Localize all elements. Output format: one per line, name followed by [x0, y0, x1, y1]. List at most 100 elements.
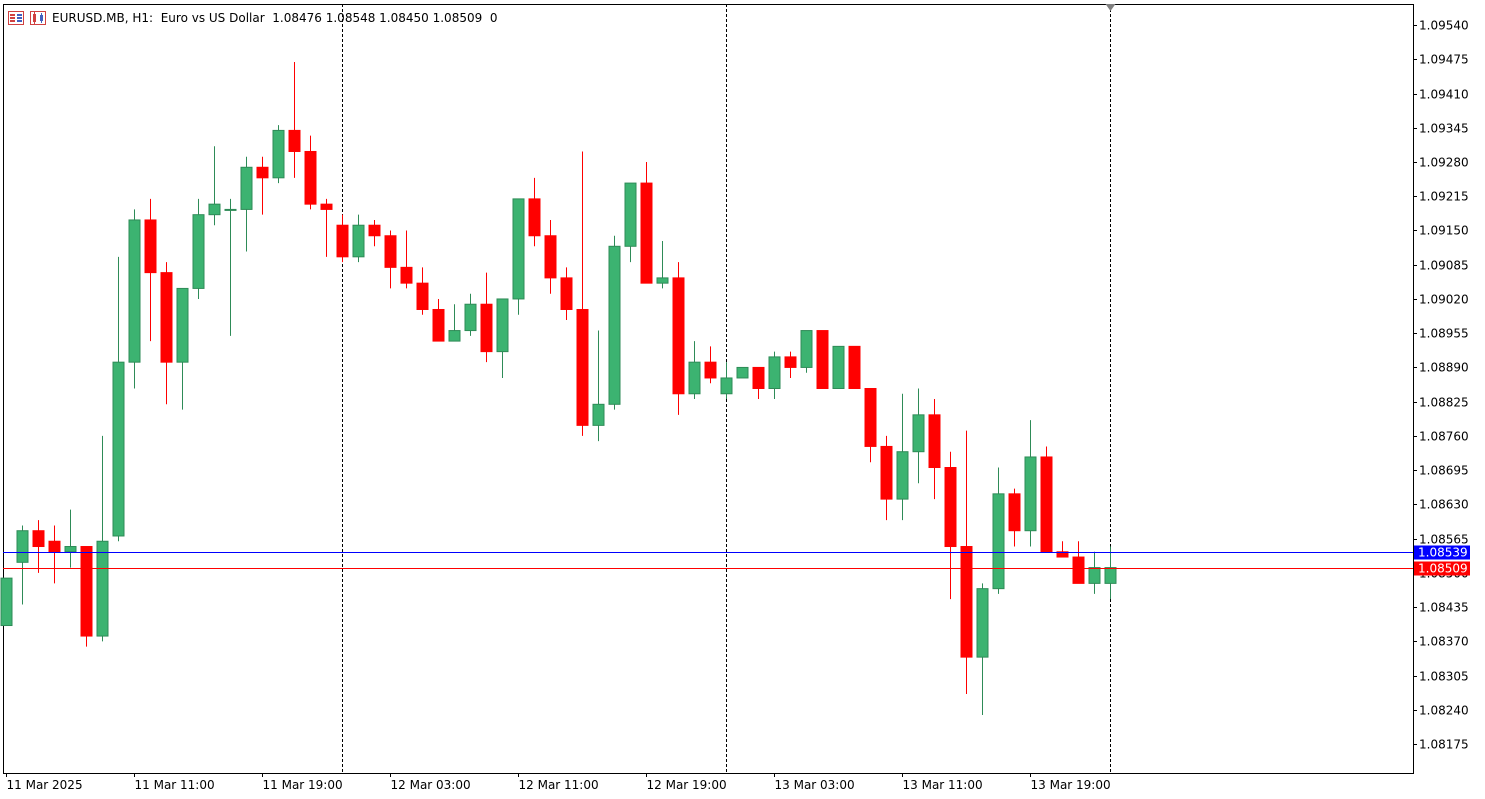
candle-body [1088, 567, 1101, 584]
price-tick-label: 1.09020 [1419, 293, 1469, 307]
candle-body [816, 330, 829, 389]
symbol-label: EURUSD.MB, H1: [52, 11, 154, 25]
candle-body [288, 129, 301, 152]
candle-body [384, 235, 397, 268]
price-tick-label: 1.08435 [1419, 601, 1469, 615]
price-tick-label: 1.09150 [1419, 224, 1469, 238]
price-tick-label: 1.09280 [1419, 156, 1469, 170]
candle-body [592, 403, 605, 426]
price-tick-label: 1.08825 [1419, 396, 1469, 410]
chart-type-icon[interactable] [30, 11, 46, 25]
candle-body [32, 530, 45, 548]
time-tick-label: 13 Mar 19:00 [1031, 778, 1111, 792]
price-tick-label: 1.09215 [1419, 190, 1469, 204]
time-tick-label: 12 Mar 11:00 [519, 778, 599, 792]
candle-body [144, 219, 157, 274]
price-tick-label: 1.08175 [1419, 738, 1469, 752]
candle-body [976, 588, 989, 658]
ohlc-values: 1.08476 1.08548 1.08450 1.08509 [272, 11, 483, 25]
candle-body [960, 546, 973, 658]
candle-body [400, 266, 413, 284]
price-tick-label: 1.08955 [1419, 327, 1469, 341]
plot-frame [3, 4, 1414, 774]
candle-body [16, 530, 29, 563]
candle-body [880, 445, 893, 500]
candle-body [96, 540, 109, 637]
candle-body [80, 546, 93, 637]
candle-body [352, 224, 365, 258]
candle-body [640, 182, 653, 284]
time-tick-label: 11 Mar 2025 [7, 778, 83, 792]
time-tick-label: 13 Mar 11:00 [903, 778, 983, 792]
candle-body [272, 129, 285, 179]
symbol-description: Euro vs US Dollar [160, 11, 265, 25]
candle-body [784, 356, 797, 368]
ask-price-label: 1.08539 [1418, 546, 1468, 560]
time-tick-label: 11 Mar 19:00 [263, 778, 343, 792]
price-tick-label: 1.08565 [1419, 533, 1469, 547]
candle-body [944, 467, 957, 548]
candle-body [672, 277, 685, 395]
volume-value: 0 [489, 11, 498, 25]
candle-body [64, 546, 77, 553]
ask-price-label-bg [1414, 545, 1470, 560]
candle-body [768, 356, 781, 389]
price-tick-label: 1.08630 [1419, 498, 1469, 512]
candle-body [464, 303, 477, 332]
candle-body [496, 298, 509, 353]
candle-body [48, 540, 61, 553]
candle-body [752, 366, 765, 390]
candle-body [208, 203, 221, 216]
candle-body [736, 366, 749, 379]
time-tick-label: 13 Mar 03:00 [775, 778, 855, 792]
candle-body [832, 345, 845, 389]
price-tick-label: 1.08695 [1419, 464, 1469, 478]
candle-body [240, 166, 253, 210]
candle-body [336, 224, 349, 258]
candle-body [224, 208, 237, 211]
chart-window-icon[interactable] [8, 11, 24, 25]
candle-body [320, 203, 333, 210]
time-tick-label: 11 Mar 11:00 [135, 778, 215, 792]
candle-body [160, 272, 173, 363]
candle-body [112, 361, 125, 537]
candle-body [800, 330, 813, 368]
price-tick-label: 1.08370 [1419, 635, 1469, 649]
candle-body [176, 287, 189, 363]
candle-body [928, 414, 941, 469]
candle-body [992, 493, 1005, 590]
candle-body [608, 245, 621, 405]
bid-price-label: 1.08509 [1418, 562, 1468, 576]
candle-body [896, 451, 909, 500]
price-tick-label: 1.09410 [1419, 88, 1469, 102]
candle-body [192, 214, 205, 289]
chart-header: EURUSD.MB, H1: Euro vs US Dollar 1.08476… [8, 9, 498, 27]
candle-body [864, 388, 877, 447]
price-tick-label: 1.08240 [1419, 704, 1469, 718]
candle-body [0, 577, 13, 627]
candle-body [1040, 456, 1053, 553]
candle-body [624, 182, 637, 247]
bid-price-label-bg [1414, 561, 1470, 576]
candle-body [1056, 551, 1069, 558]
candle-body [1008, 493, 1021, 532]
price-tick-label: 1.08305 [1419, 670, 1469, 684]
price-tick-label: 1.08890 [1419, 361, 1469, 375]
candle-body [416, 282, 429, 310]
candle-body [256, 166, 269, 179]
candle-body [720, 377, 733, 395]
price-tick-label: 1.08760 [1419, 430, 1469, 444]
candle-body [1104, 567, 1117, 584]
candle-body [368, 224, 381, 237]
time-tick-label: 12 Mar 19:00 [647, 778, 727, 792]
candle-body [704, 361, 717, 379]
candle-body [448, 330, 461, 342]
price-tick-label: 1.09540 [1419, 19, 1469, 33]
candle-body [544, 235, 557, 279]
candle-body [480, 303, 493, 353]
candle-body [912, 414, 925, 453]
price-tick-label: 1.09475 [1419, 53, 1469, 67]
shift-marker[interactable] [1105, 4, 1116, 11]
candle-body [560, 277, 573, 310]
